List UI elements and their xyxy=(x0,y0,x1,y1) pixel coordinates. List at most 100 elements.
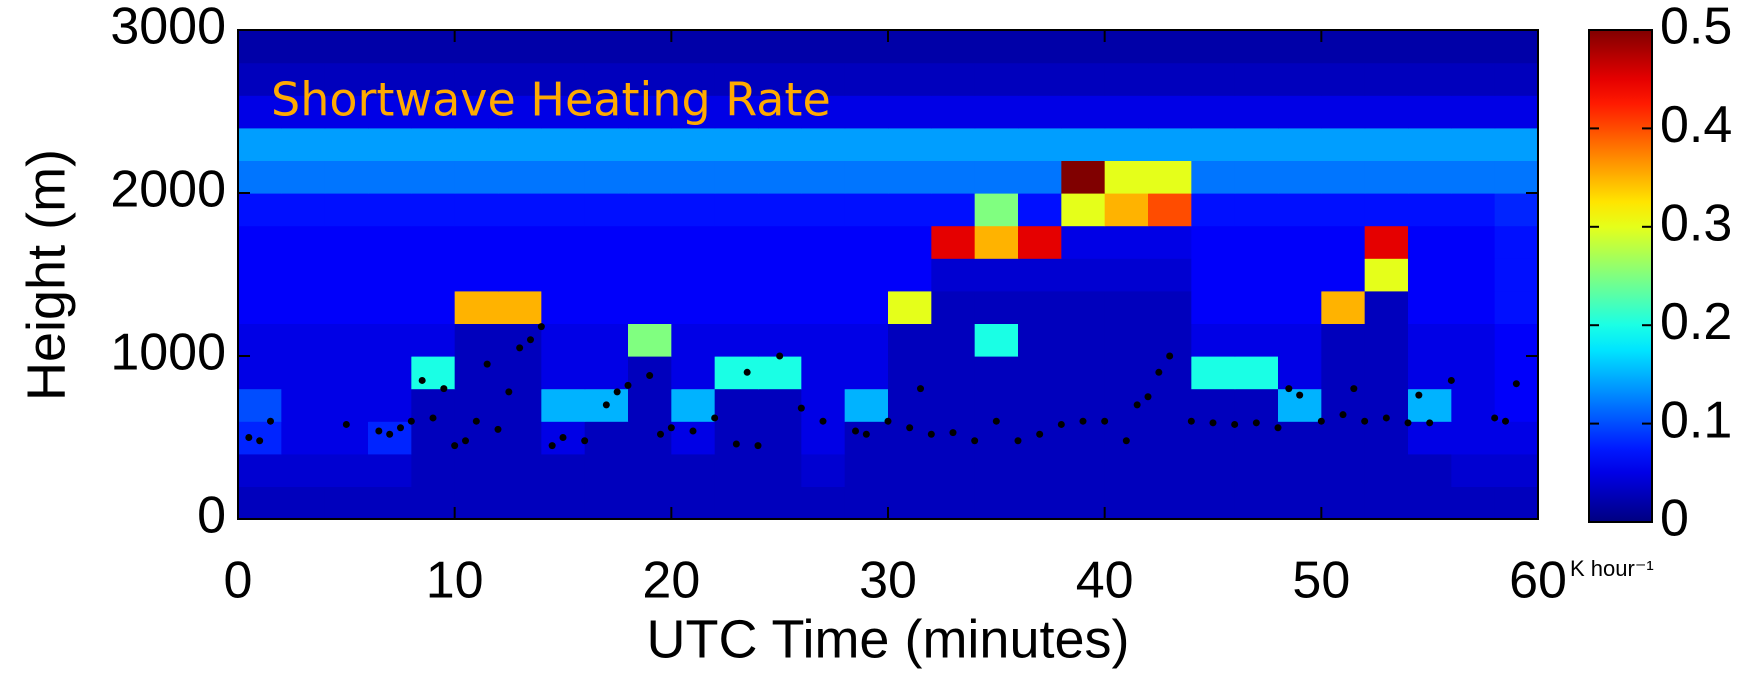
heat-cell xyxy=(1148,225,1192,259)
point xyxy=(1382,414,1390,422)
heat-cell xyxy=(454,421,499,455)
point xyxy=(754,442,762,450)
heat-cell xyxy=(1234,193,1279,227)
heat-cell xyxy=(411,225,456,259)
heat-cell xyxy=(758,258,802,292)
heat-cell xyxy=(1364,453,1409,487)
heat-cell xyxy=(801,62,846,96)
heat-cell xyxy=(498,225,542,259)
heat-cell xyxy=(714,160,759,194)
heat-cell xyxy=(1018,193,1062,227)
heat-cell xyxy=(498,356,542,390)
point xyxy=(548,442,556,450)
heat-cell xyxy=(454,258,499,292)
heat-cell xyxy=(758,388,802,422)
heat-cell xyxy=(1234,323,1279,357)
point xyxy=(1036,430,1044,438)
heat-cell xyxy=(974,225,1019,259)
point xyxy=(483,360,491,368)
point xyxy=(1512,380,1520,388)
heat-cell xyxy=(1494,453,1539,487)
heat-cell xyxy=(281,290,326,324)
heat-cell xyxy=(801,323,846,357)
heat-cell xyxy=(281,160,326,194)
point xyxy=(1491,414,1499,422)
heat-cell xyxy=(1061,290,1106,324)
heat-cell xyxy=(1408,356,1452,390)
heat-cell xyxy=(324,323,369,357)
heat-cell xyxy=(1321,486,1366,520)
heat-cell xyxy=(411,421,456,455)
heat-cell xyxy=(1018,421,1062,455)
heat-cell xyxy=(671,127,716,161)
heat-cell xyxy=(888,290,932,324)
heat-cell xyxy=(1191,388,1236,422)
point xyxy=(516,344,524,352)
heat-cell xyxy=(1191,225,1236,259)
heatmap xyxy=(238,30,1539,520)
point xyxy=(1187,417,1195,425)
heat-cell xyxy=(801,290,846,324)
heat-cell xyxy=(1494,62,1539,96)
heat-cell xyxy=(714,486,759,520)
heat-cell xyxy=(281,323,326,357)
heat-cell xyxy=(1104,453,1149,487)
point xyxy=(971,437,979,445)
heat-cell xyxy=(758,356,802,390)
heat-cell xyxy=(1321,356,1366,390)
heat-cell xyxy=(368,421,412,455)
point xyxy=(1274,424,1282,432)
heat-cell xyxy=(931,258,976,292)
heat-cell xyxy=(931,290,976,324)
heat-cell xyxy=(411,160,456,194)
heat-cell xyxy=(281,225,326,259)
point xyxy=(418,376,426,384)
heat-cell xyxy=(1364,356,1409,390)
heat-cell xyxy=(801,356,846,390)
heat-cell xyxy=(671,30,716,64)
heat-cell xyxy=(628,30,672,64)
heat-cell xyxy=(1191,356,1236,390)
point xyxy=(527,336,534,344)
heat-cell xyxy=(1191,421,1236,455)
heat-cell xyxy=(584,290,629,324)
heat-cell xyxy=(931,160,976,194)
heat-cell xyxy=(974,388,1019,422)
heat-cell xyxy=(238,160,282,194)
heat-cell xyxy=(1364,62,1409,96)
heat-cell xyxy=(931,62,976,96)
heat-cell xyxy=(628,62,672,96)
heat-cell xyxy=(974,290,1019,324)
heat-cell xyxy=(368,356,412,390)
heat-cell xyxy=(931,127,976,161)
heat-cell xyxy=(498,388,542,422)
point xyxy=(819,417,827,425)
heat-cell xyxy=(888,127,932,161)
heat-cell xyxy=(1234,160,1279,194)
heat-cell xyxy=(758,62,802,96)
heat-cell xyxy=(584,95,629,129)
heat-cell xyxy=(238,258,282,292)
heat-cell xyxy=(1104,62,1149,96)
heat-cell xyxy=(1234,486,1279,520)
heat-cell xyxy=(1408,225,1452,259)
heat-cell xyxy=(1234,356,1279,390)
heat-cell xyxy=(454,323,499,357)
heat-cell xyxy=(498,127,542,161)
heat-cell xyxy=(238,323,282,357)
point xyxy=(451,442,459,450)
heat-cell xyxy=(1364,421,1409,455)
heat-cell xyxy=(541,95,586,129)
y-tick-label: 2000 xyxy=(110,161,226,219)
heat-cell xyxy=(844,225,889,259)
heat-cell xyxy=(758,486,802,520)
heat-cell xyxy=(454,388,499,422)
heat-cell xyxy=(1364,323,1409,357)
heat-cell xyxy=(1234,127,1279,161)
heat-cell xyxy=(844,388,889,422)
heat-cell xyxy=(1278,290,1322,324)
heat-cell xyxy=(1451,127,1496,161)
heat-cell xyxy=(1494,225,1539,259)
heat-cell xyxy=(671,453,716,487)
heat-cell xyxy=(1451,95,1496,129)
